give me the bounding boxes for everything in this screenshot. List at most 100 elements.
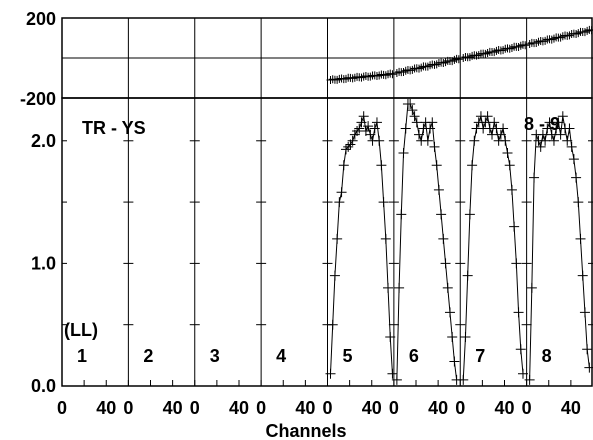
phase-point [454, 55, 463, 64]
phase-point [441, 58, 450, 67]
phase-point [521, 41, 530, 50]
amplitude-point [542, 123, 553, 134]
x-tick-label: 0 [57, 398, 67, 418]
amplitude-point [509, 221, 520, 232]
amplitude-point [442, 282, 453, 293]
amplitude-point [427, 117, 438, 128]
phase-point [415, 64, 423, 73]
phase-point [439, 59, 448, 68]
panel-number-label: 1 [77, 346, 87, 366]
amplitude-point [555, 129, 566, 140]
phase-point [538, 37, 547, 46]
x-tick-label: 40 [96, 398, 116, 418]
amplitude-point [502, 148, 513, 159]
phase-point [556, 33, 565, 42]
phase-point [565, 31, 574, 40]
amplitude-point [369, 123, 380, 134]
amplitude-point [469, 135, 480, 146]
amplitude-point [363, 121, 374, 132]
amplitude-point [449, 356, 460, 367]
amplitude-point [517, 368, 528, 379]
amplitude-point [365, 129, 376, 140]
phase-point [357, 73, 366, 82]
amplitude-point [433, 184, 444, 195]
x-tick-label: 0 [190, 398, 200, 418]
phase-point [490, 48, 499, 57]
amplitude-point [396, 209, 407, 220]
amplitude-point [447, 331, 458, 342]
phase-point [549, 34, 558, 43]
amplitude-point [356, 117, 367, 128]
amplitude-point [332, 233, 343, 244]
amplitude-point [566, 141, 577, 152]
amplitude-point [327, 319, 338, 330]
amplitude-point [562, 135, 573, 146]
phase-point [399, 68, 408, 77]
amplitude-point [573, 197, 584, 208]
chart-title: TR - YS [82, 118, 146, 138]
x-tick-label: 40 [295, 398, 315, 418]
phase-point [450, 55, 459, 64]
phase-point [507, 43, 516, 52]
amplitude-point [414, 129, 424, 140]
amplitude-point [376, 160, 387, 171]
x-tick-label: 0 [322, 398, 332, 418]
x-tick-label: 0 [455, 398, 465, 418]
x-tick-label: 40 [494, 398, 514, 418]
x-axis-label: Channels [265, 421, 346, 440]
amplitude-point [444, 307, 455, 318]
phase-point [580, 28, 589, 37]
amplitude-point [568, 154, 579, 165]
phase-point [381, 71, 390, 80]
amplitude-point [557, 111, 568, 122]
amplitude-point [405, 99, 416, 109]
amplitude-point [571, 172, 582, 183]
amplitude-point [515, 344, 526, 355]
amplitude-point [358, 111, 369, 122]
panel-number-label: 7 [475, 346, 485, 366]
x-tick-label: 0 [256, 398, 266, 418]
amplitude-point [436, 209, 447, 220]
phase-point [572, 30, 581, 39]
amplitude-point [329, 270, 340, 281]
amplitude-point [487, 129, 498, 140]
amplitude-line [462, 114, 524, 380]
panel-number-label: 3 [210, 346, 220, 366]
amplitude-point [343, 141, 354, 152]
amplitude-point [579, 307, 590, 318]
amplitude-point [548, 135, 559, 146]
phase-y-tick-label: 200 [26, 9, 56, 29]
phase-point [583, 26, 592, 35]
panel-number-label: 5 [342, 346, 352, 366]
phase-point [388, 70, 397, 79]
phase-point [516, 41, 525, 50]
panel-number-label: 2 [143, 346, 153, 366]
phase-point [333, 75, 342, 84]
amplitude-point [425, 123, 436, 134]
amplitude-point [440, 258, 451, 269]
axis-ticks [61, 140, 593, 386]
amplitude-point [544, 117, 555, 128]
amplitude-point [464, 209, 475, 220]
phase-point [423, 62, 432, 71]
amplitude-point [495, 129, 506, 140]
phase-point [505, 44, 514, 53]
phase-point [547, 35, 556, 44]
amplitude-point [504, 160, 515, 171]
amplitude-point [551, 123, 562, 134]
amplitude-point [540, 135, 551, 146]
x-tick-label: 40 [362, 398, 382, 418]
amplitude-point [336, 187, 347, 198]
amplitude-point [489, 117, 500, 128]
amplitude-point [352, 125, 363, 136]
amplitude-point [340, 144, 351, 155]
amplitude-point [513, 307, 524, 318]
amplitude-series [325, 99, 593, 385]
amplitude-point [582, 344, 593, 355]
amplitude-point [462, 270, 473, 281]
amplitude-point [354, 123, 365, 134]
amplitude-point [537, 129, 548, 140]
panel-number-label: 6 [409, 346, 419, 366]
amplitude-point [553, 117, 564, 128]
